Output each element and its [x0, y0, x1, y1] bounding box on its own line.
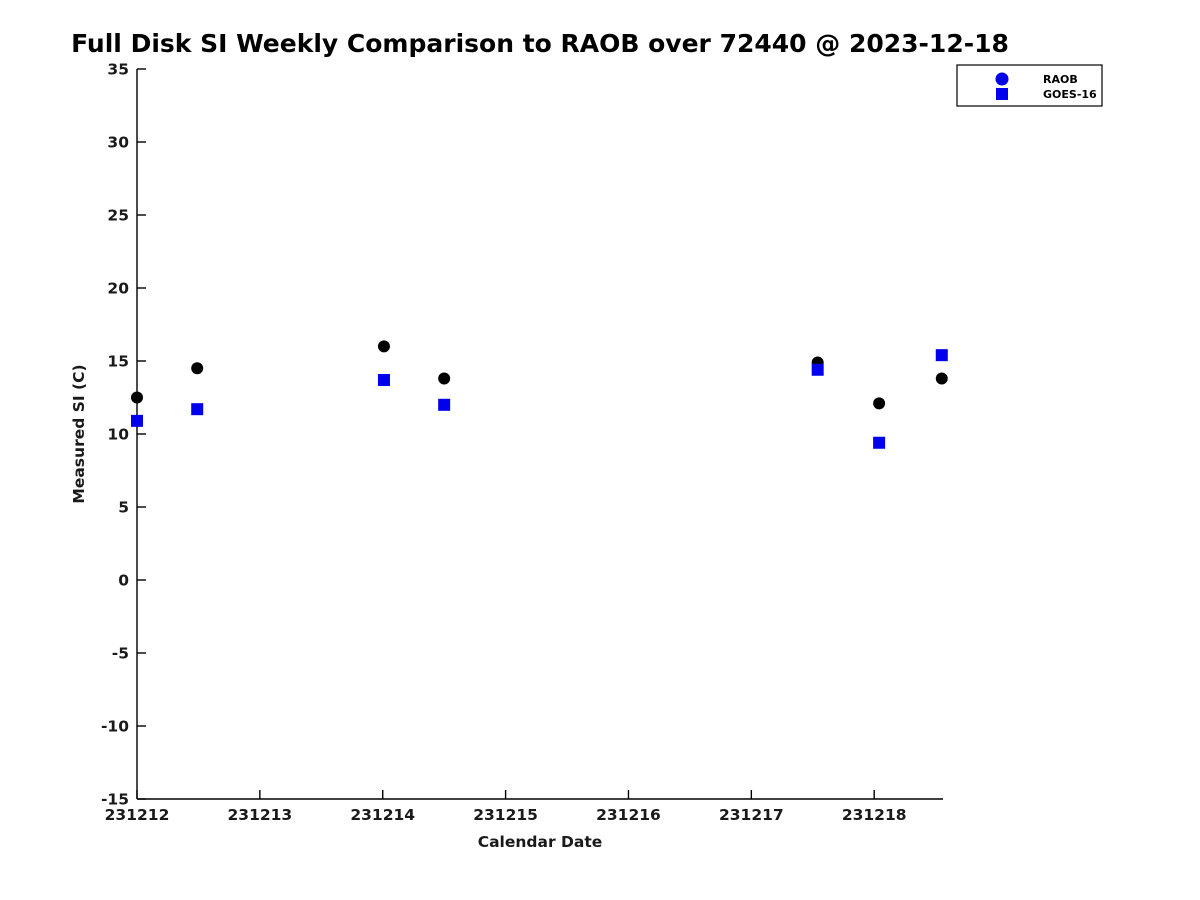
y-tick-label: 35 — [107, 61, 129, 79]
y-tick-label: 30 — [107, 134, 129, 152]
x-tick-label: 231212 — [105, 806, 170, 824]
data-point-raob — [131, 391, 143, 404]
x-tick-label: 231218 — [842, 806, 907, 824]
data-point-raob — [377, 340, 390, 353]
y-axis-label: Measured SI (C) — [70, 364, 88, 503]
x-axis-label: Calendar Date — [478, 833, 603, 851]
data-point-goes-16 — [873, 436, 886, 449]
data-point-goes-16 — [811, 363, 824, 376]
y-axis-ticks: 35 30 25 20 15 10 5 0 -5 -10 -15 — [101, 61, 146, 809]
y-tick-label: 10 — [107, 426, 129, 444]
legend-label-goes-16: GOES-16 — [1043, 88, 1097, 101]
data-point-goes-16 — [131, 414, 143, 427]
y-tick-label: 25 — [107, 207, 129, 225]
data-points — [131, 340, 948, 449]
y-tick-label: 20 — [107, 280, 129, 298]
chart-title: Full Disk SI Weekly Comparison to RAOB o… — [71, 29, 1009, 58]
data-point-goes-16 — [935, 349, 948, 362]
legend-marker-goes-16 — [996, 88, 1008, 100]
data-point-goes-16 — [438, 398, 451, 411]
data-point-raob — [935, 372, 948, 385]
x-tick-label: 231217 — [719, 806, 784, 824]
y-tick-label: 5 — [118, 499, 129, 517]
y-tick-label: 15 — [107, 353, 129, 371]
y-tick-label: -10 — [101, 718, 129, 736]
data-point-raob — [191, 362, 204, 375]
legend-box — [956, 64, 1103, 107]
legend-marker-raob — [995, 72, 1009, 86]
data-point-raob — [873, 397, 886, 410]
legend: RAOB GOES-16 — [956, 64, 1103, 107]
x-tick-label: 231215 — [473, 806, 538, 824]
x-tick-label: 231214 — [350, 806, 415, 824]
y-tick-label: 0 — [118, 572, 129, 590]
y-tick-label: -15 — [101, 791, 129, 809]
data-point-raob — [438, 372, 451, 385]
y-tick-label: -5 — [112, 645, 129, 663]
axes-spines — [136, 69, 943, 800]
x-tick-label: 231216 — [596, 806, 661, 824]
legend-label-raob: RAOB — [1043, 73, 1078, 86]
x-tick-label: 231213 — [228, 806, 293, 824]
data-point-goes-16 — [377, 373, 390, 386]
x-axis-ticks: 231212 231213 231214 231215 231216 231217 2312… — [105, 790, 907, 824]
data-point-goes-16 — [191, 403, 204, 416]
